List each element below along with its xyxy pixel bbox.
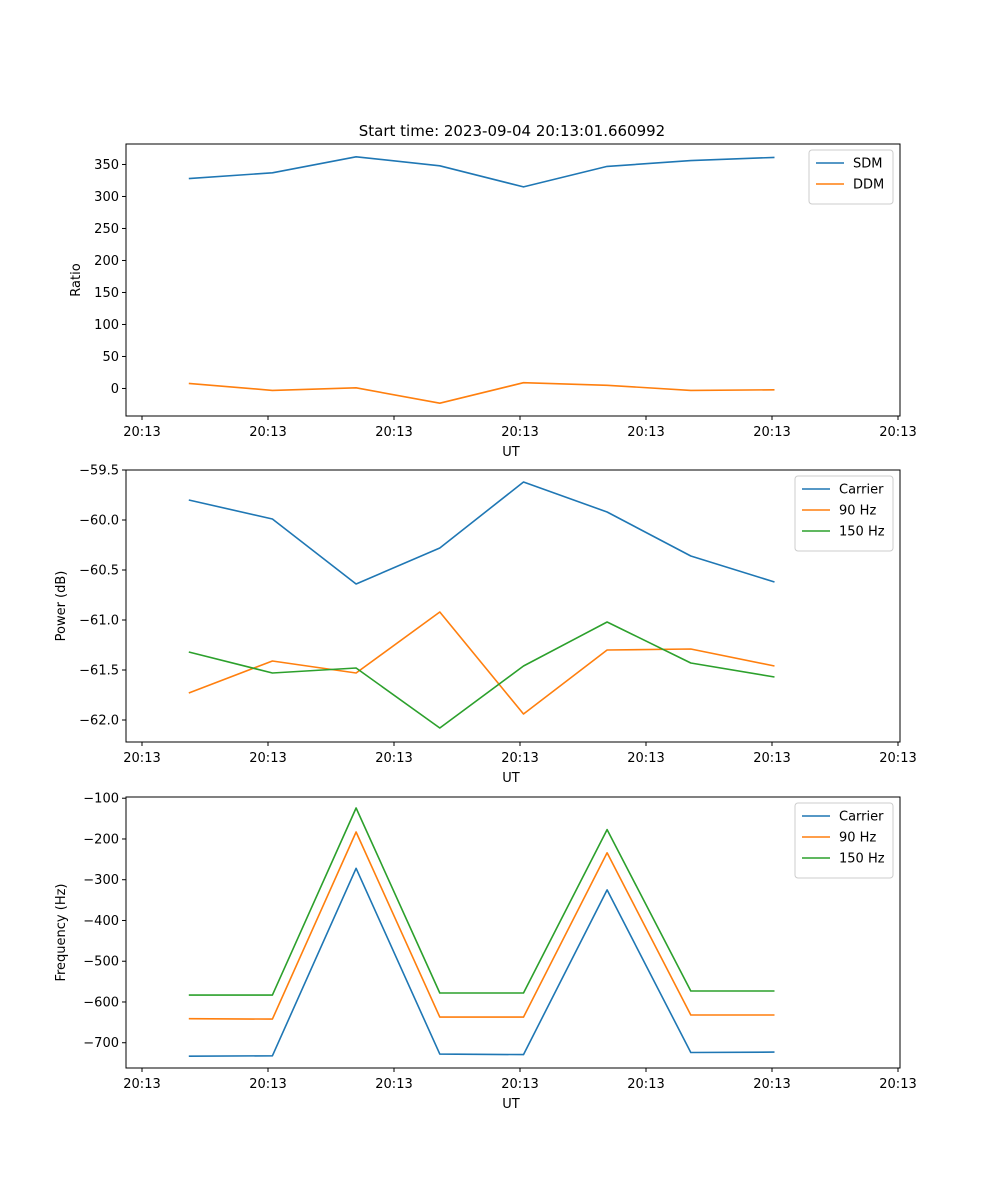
subplots: 0 50 100 150 200 250 300 350 20:13 20:13 20:13 20:1… (54, 143, 917, 1112)
series-line-150-hz (188, 621, 775, 729)
y-tick-label: −700 (83, 1036, 119, 1051)
y-axis-label: Ratio (69, 263, 84, 296)
x-tick-label: 20:13 (753, 1077, 790, 1092)
y-tick-label: 200 (94, 254, 119, 269)
y-tick-label: −61.5 (79, 664, 119, 679)
y-tick-label: −100 (83, 792, 119, 807)
x-tick-label: 20:13 (501, 425, 538, 440)
series-line-90-hz (188, 611, 775, 715)
plot-frame (125, 796, 901, 1069)
x-tick-label: 20:13 (627, 751, 664, 766)
legend-label: 90 Hz (839, 504, 876, 519)
subplot-3: −700 −600 −500 −400 −300 −200 −100 20:13 20:13 20… (54, 792, 917, 1112)
y-tick-label: 150 (94, 286, 119, 301)
legend-label: 150 Hz (839, 852, 885, 867)
y-tick-label: −600 (83, 995, 119, 1010)
y-axis-label: Frequency (Hz) (54, 883, 69, 981)
legend: SDM DDM (808, 149, 894, 205)
x-tick-label: 20:13 (249, 1077, 286, 1092)
legend: Carrier 90 Hz 150 Hz (794, 802, 894, 879)
legend-label: Carrier (839, 483, 884, 498)
y-tick-label: 350 (94, 158, 119, 173)
y-tick-label: 100 (94, 318, 119, 333)
legend: Carrier 90 Hz 150 Hz (794, 475, 894, 552)
subplot-2: −62.0 −61.5 −61.0 −60.5 −60.0 −59.5 20:13 20:13… (54, 464, 917, 787)
chart-title: Start time: 2023-09-04 20:13:01.660992 (359, 122, 665, 140)
legend-label: Carrier (839, 810, 884, 825)
y-tick-label: −60.5 (79, 564, 119, 579)
x-tick-label: 20:13 (123, 1077, 160, 1092)
x-tick-label: 20:13 (123, 751, 160, 766)
legend-label: DDM (853, 178, 884, 193)
y-tick-label: −61.0 (79, 614, 119, 629)
series-line-carrier (188, 481, 775, 585)
y-tick-label: −500 (83, 955, 119, 970)
x-tick-label: 20:13 (375, 425, 412, 440)
x-tick-label: 20:13 (375, 1077, 412, 1092)
x-axis-label: UT (502, 771, 520, 786)
x-tick-label: 20:13 (627, 425, 664, 440)
series-line-150-hz (188, 807, 775, 996)
series-line-90-hz (188, 831, 775, 1020)
y-tick-label: 300 (94, 190, 119, 205)
legend-label: 90 Hz (839, 831, 876, 846)
y-tick-label: −200 (83, 832, 119, 847)
legend-label: SDM (853, 157, 882, 172)
y-tick-label: −400 (83, 914, 119, 929)
x-tick-label: 20:13 (879, 751, 916, 766)
x-tick-label: 20:13 (123, 425, 160, 440)
x-tick-label: 20:13 (879, 1077, 916, 1092)
x-axis-label: UT (502, 1097, 520, 1112)
y-axis-label: Power (dB) (54, 571, 69, 642)
y-tick-label: −59.5 (79, 464, 119, 479)
y-tick-label: 50 (102, 350, 119, 365)
x-tick-label: 20:13 (501, 751, 538, 766)
x-tick-label: 20:13 (753, 425, 790, 440)
x-tick-label: 20:13 (627, 1077, 664, 1092)
series-line-carrier (188, 867, 775, 1057)
y-tick-label: −62.0 (79, 714, 119, 729)
legend-box (794, 802, 894, 879)
y-tick-label: 0 (111, 382, 119, 397)
legend-box (794, 475, 894, 552)
subplot-1: 0 50 100 150 200 250 300 350 20:13 20:13 20:13 20:1… (69, 143, 917, 460)
y-tick-label: −300 (83, 873, 119, 888)
plot-frame (125, 143, 901, 417)
x-tick-label: 20:13 (249, 751, 286, 766)
series-line-sdm (188, 156, 775, 188)
x-tick-label: 20:13 (879, 425, 916, 440)
legend-label: 150 Hz (839, 525, 885, 540)
x-axis-label: UT (502, 445, 520, 460)
x-tick-label: 20:13 (753, 751, 790, 766)
x-tick-label: 20:13 (249, 425, 286, 440)
x-tick-label: 20:13 (375, 751, 412, 766)
x-tick-label: 20:13 (501, 1077, 538, 1092)
y-tick-label: 250 (94, 222, 119, 237)
y-tick-label: −60.0 (79, 514, 119, 529)
series-line-ddm (188, 381, 775, 405)
